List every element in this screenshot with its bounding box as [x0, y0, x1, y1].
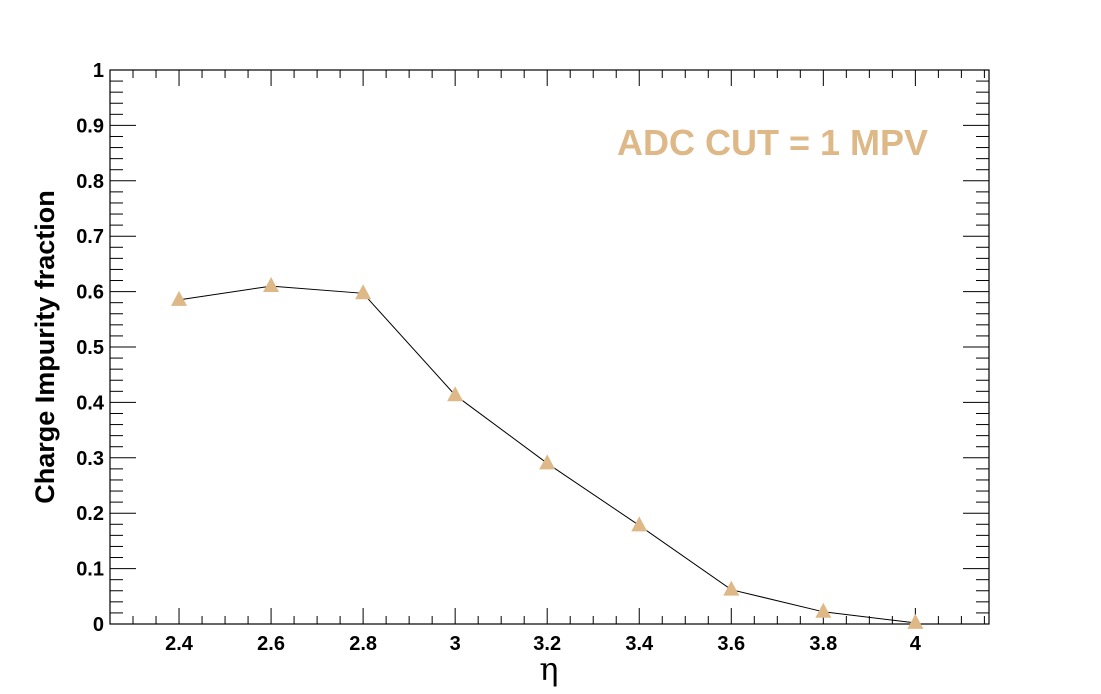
y-tick-label: 0.4	[76, 392, 105, 414]
x-tick-label: 4	[910, 633, 922, 655]
data-point	[631, 516, 648, 532]
x-tick-label: 3.4	[625, 633, 654, 655]
data-point	[355, 284, 372, 300]
x-tick-label: 3	[450, 633, 461, 655]
x-tick-label: 3.6	[717, 633, 745, 655]
x-tick-label: 2.6	[257, 633, 285, 655]
cut-annotation: ADC CUT = 1 MPV	[617, 122, 928, 163]
y-tick-labels: 0 0.1 0.2 0.3 0.4 0.5 0.6 0.7 0.8 0.9 1	[76, 60, 105, 636]
data-point	[815, 602, 832, 618]
x-tick-label: 2.8	[349, 633, 377, 655]
y-tick-label: 0.7	[76, 226, 104, 248]
x-tick-label: 3.8	[809, 633, 837, 655]
data-point	[447, 386, 464, 402]
y-tick-label: 0.8	[76, 171, 104, 193]
y-tick-label: 0.1	[76, 559, 104, 581]
x-axis-title: η	[539, 650, 558, 688]
y-tick-label: 0.6	[76, 282, 104, 304]
y-tick-label: 0.3	[76, 448, 104, 470]
y-tick-label: 0.5	[76, 337, 104, 359]
x-tick-label: 3.2	[533, 633, 561, 655]
series-markers	[171, 277, 924, 629]
y-tick-label: 0.9	[76, 115, 104, 137]
y-tick-label: 0.2	[76, 503, 104, 525]
y-axis-title: Charge Impurity fraction	[30, 190, 60, 504]
y-tick-label: 0	[93, 614, 104, 636]
data-point	[907, 613, 924, 629]
data-point	[539, 454, 556, 470]
x-tick-labels: 2.4 2.6 2.8 3 3.2 3.4 3.6 3.8 4	[165, 633, 922, 655]
data-point	[723, 580, 740, 596]
data-point	[171, 290, 188, 306]
axis-ticks	[109, 69, 989, 625]
data-point	[263, 277, 280, 293]
y-tick-label: 1	[93, 60, 104, 82]
x-tick-label: 2.4	[165, 633, 194, 655]
